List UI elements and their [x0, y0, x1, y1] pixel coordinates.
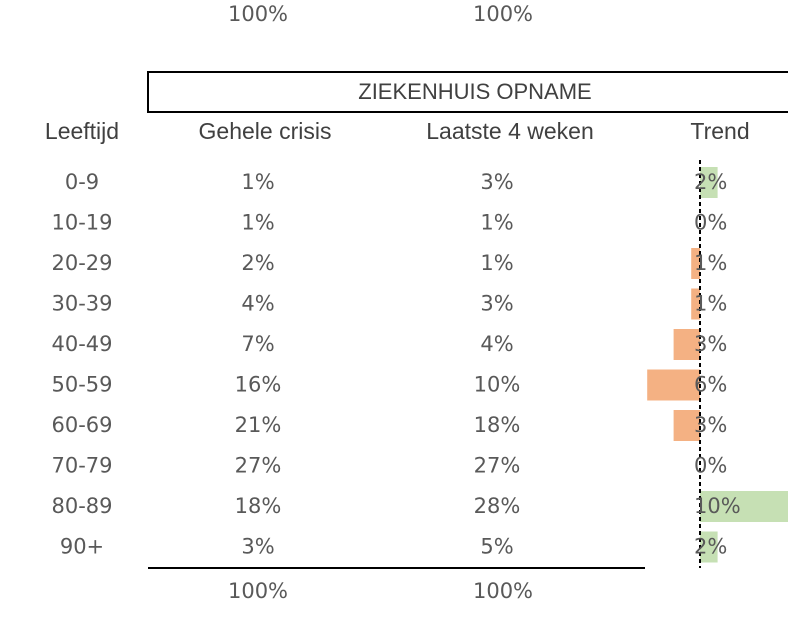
trend-bar — [700, 531, 718, 563]
age: 20-29 — [51, 251, 112, 275]
age: 50-59 — [51, 373, 112, 397]
recent-share: 18% — [474, 413, 521, 437]
column-header: Gehele crisis — [199, 118, 332, 144]
trend-label: 0% — [694, 454, 727, 478]
column-header: Leeftijd — [45, 118, 119, 144]
age: 40-49 — [51, 332, 112, 356]
age: 90+ — [60, 535, 104, 559]
top-total: 100% — [228, 2, 288, 26]
recent-share: 5% — [480, 535, 513, 559]
total-share: 1% — [241, 170, 274, 194]
trend-label: 3% — [694, 413, 727, 437]
header-box — [147, 71, 788, 113]
trend-bar — [700, 491, 788, 522]
bottom-total: 100% — [473, 579, 533, 603]
bottom-total: 100% — [228, 579, 288, 603]
age: 0-9 — [65, 170, 99, 194]
column-header: Trend — [690, 118, 749, 144]
trend-bar — [691, 248, 700, 279]
trend-label: 10% — [694, 494, 741, 518]
trend-label: 0% — [694, 211, 727, 235]
trend-label: 6% — [694, 373, 727, 397]
trend-label: 1% — [694, 292, 727, 316]
recent-share: 28% — [474, 494, 521, 518]
trend-label: 2% — [694, 535, 727, 559]
age: 80-89 — [51, 494, 112, 518]
total-share: 27% — [235, 454, 282, 478]
recent-share: 27% — [474, 454, 521, 478]
column-header: Laatste 4 weken — [426, 118, 594, 144]
trend-bar — [647, 369, 700, 401]
total-share: 18% — [235, 494, 282, 518]
trend-label: 2% — [694, 170, 727, 194]
total-share: 21% — [235, 413, 282, 437]
trend-label: 3% — [694, 332, 727, 356]
top-total: 100% — [473, 2, 533, 26]
age: 30-39 — [51, 292, 112, 316]
total-share: 16% — [235, 373, 282, 397]
recent-share: 10% — [474, 373, 521, 397]
trend-bar — [673, 410, 700, 441]
trend-bar — [673, 329, 700, 360]
recent-share: 1% — [480, 211, 513, 235]
trend-bar — [691, 288, 700, 320]
total-share: 7% — [241, 332, 274, 356]
header-title: ZIEKENHUIS OPNAME — [358, 79, 591, 104]
trend-bars — [647, 167, 788, 563]
recent-share: 1% — [480, 251, 513, 275]
age: 10-19 — [51, 211, 112, 235]
recent-share: 4% — [480, 332, 513, 356]
age: 60-69 — [51, 413, 112, 437]
cells: 100% 100% Leeftijd Gehele crisis Laatste 4 w… — [45, 2, 750, 603]
total-share: 2% — [241, 251, 274, 275]
recent-share: 3% — [480, 170, 513, 194]
trend-bar — [700, 167, 718, 198]
recent-share: 3% — [480, 292, 513, 316]
total-share: 4% — [241, 292, 274, 316]
total-share: 3% — [241, 535, 274, 559]
age: 70-79 — [51, 454, 112, 478]
trend-label: 1% — [694, 251, 727, 275]
total-share: 1% — [241, 211, 274, 235]
